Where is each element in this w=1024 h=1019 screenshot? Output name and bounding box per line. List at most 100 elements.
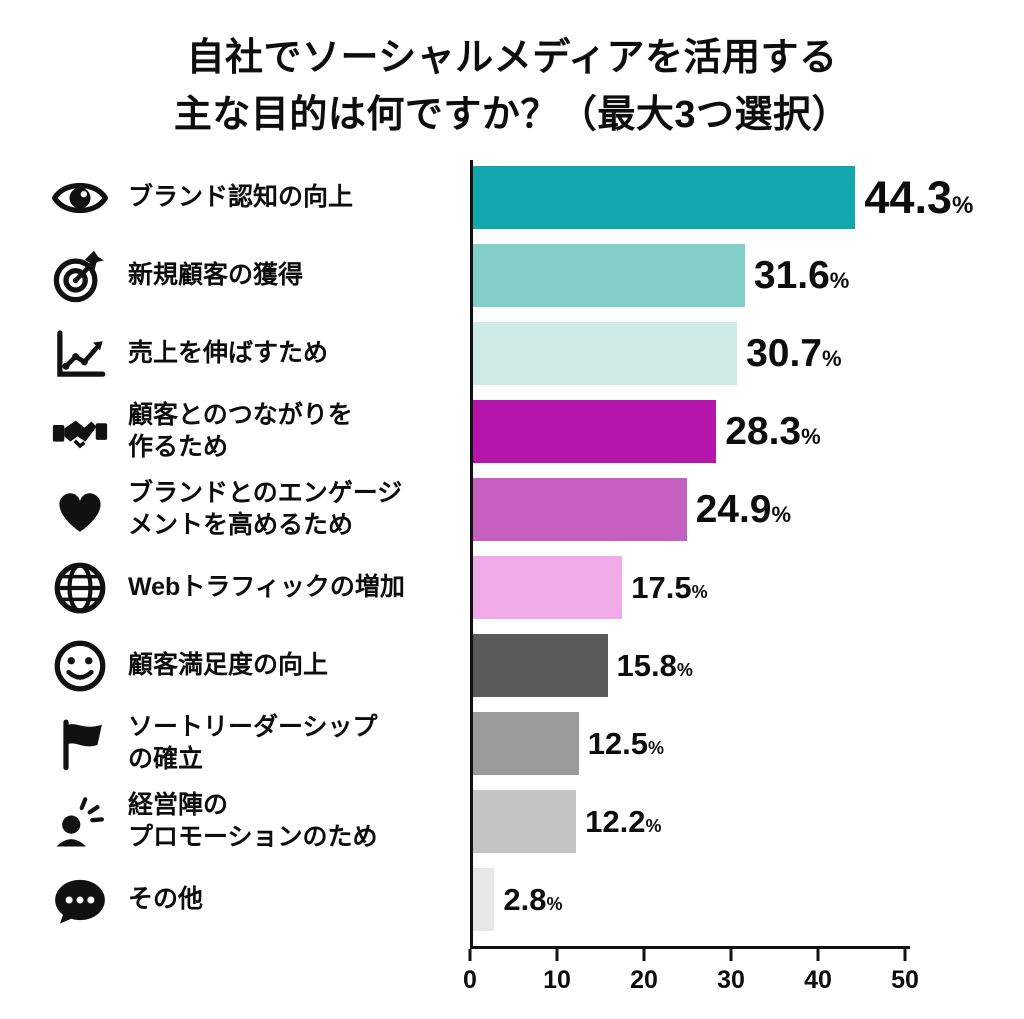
bar [470, 556, 623, 619]
bar [470, 478, 687, 541]
axis-tick-label: 0 [463, 966, 477, 994]
bar-track: 28.3% [470, 400, 1024, 463]
axis-tick-label: 40 [804, 966, 832, 994]
value-number: 17.5 [631, 570, 692, 605]
chart-row: 顧客とのつながりを 作るため 28.3% [0, 400, 1024, 463]
bar [470, 166, 856, 229]
chart-row: ブランドとのエンゲージ メントを高めるため 24.9% [0, 478, 1024, 541]
row-label: Webトラフィックの増加 [128, 572, 470, 603]
y-axis-line [470, 160, 473, 949]
growth-chart-icon [48, 326, 112, 382]
chart-row: 新規顧客の獲得 31.6% [0, 244, 1024, 307]
value-label: 31.6% [754, 256, 849, 295]
value-number: 15.8 [616, 648, 677, 683]
chart-rows: ブランド認知の向上 44.3% 新規顧客の獲得 31.6% 売上を伸ばすため 30.7% 顧… [0, 166, 1024, 931]
value-label: 28.3% [725, 412, 820, 451]
value-label: 30.7% [746, 334, 841, 373]
row-label-line: メントを高めるため [128, 510, 354, 539]
chart-row: その他 2.8% [0, 868, 1024, 931]
row-label-line: 顧客満足度の向上 [128, 650, 329, 679]
row-label: ソートリーダーシップ の確立 [128, 712, 470, 775]
bar-track: 17.5% [470, 556, 1024, 619]
axis-tick [468, 949, 472, 961]
speech-bubble-icon [48, 872, 112, 928]
row-label: 新規顧客の獲得 [128, 260, 470, 291]
row-label: 売上を伸ばすため [128, 338, 470, 369]
axis-tick-label: 50 [891, 966, 919, 994]
value-number: 28.3 [725, 410, 802, 453]
chart-row: 売上を伸ばすため 30.7% [0, 322, 1024, 385]
page-title-line2: 主な目的は何ですか？（最大3つ選択） [173, 94, 851, 136]
axis-tick-label: 20 [630, 966, 658, 994]
value-number: 12.5 [587, 726, 649, 761]
value-unit: % [648, 738, 665, 758]
value-number: 24.9 [695, 488, 772, 531]
value-number: 30.7 [746, 332, 822, 375]
value-unit: % [546, 894, 563, 914]
bar-track: 44.3% [470, 166, 1024, 229]
bar [470, 634, 608, 697]
bar-track: 30.7% [470, 322, 1024, 385]
row-label-line: プロモーションのため [128, 822, 378, 851]
globe-icon [48, 560, 112, 616]
value-unit: % [829, 268, 850, 293]
value-unit: % [822, 346, 842, 371]
value-label: 17.5% [631, 572, 707, 603]
page-title: 自社でソーシャルメディアを活用する 主な目的は何ですか？（最大3つ選択） [0, 0, 1024, 144]
value-number: 31.6 [753, 254, 830, 297]
row-label: その他 [128, 884, 470, 915]
value-label: 2.8% [503, 884, 562, 915]
value-unit: % [676, 660, 693, 680]
row-label-line: ブランド認知の向上 [128, 182, 354, 211]
bar-track: 24.9% [470, 478, 1024, 541]
chart-row: Webトラフィックの増加 17.5% [0, 556, 1024, 619]
chart-row: 顧客満足度の向上 15.8% [0, 634, 1024, 697]
value-label: 12.5% [588, 728, 664, 759]
row-label: ブランドとのエンゲージ メントを高めるため [128, 478, 470, 541]
axis-tick-label: 10 [543, 966, 571, 994]
row-label-line: Webトラフィックの増加 [128, 572, 405, 601]
bar [470, 868, 495, 931]
bar-track: 2.8% [470, 868, 1024, 931]
bar-track: 31.6% [470, 244, 1024, 307]
row-label-line: ソートリーダーシップ [128, 713, 378, 742]
row-label: ブランド認知の向上 [128, 182, 470, 213]
axis-tick [729, 949, 733, 961]
value-label: 24.9% [696, 490, 791, 529]
value-label: 15.8% [617, 650, 693, 681]
row-label: 経営陣の プロモーションのため [128, 790, 470, 853]
bar [470, 790, 577, 853]
bar-track: 12.5% [470, 712, 1024, 775]
chart-row: ブランド認知の向上 44.3% [0, 166, 1024, 229]
bar-track: 15.8% [470, 634, 1024, 697]
page-title-line1: 自社でソーシャルメディアを活用する [186, 37, 838, 79]
axis-tick [555, 949, 559, 961]
heart-icon [48, 482, 112, 538]
value-number: 44.3 [864, 172, 952, 223]
bar-track: 12.2% [470, 790, 1024, 853]
row-label: 顧客満足度の向上 [128, 650, 470, 681]
axis-tick [816, 949, 820, 961]
value-label: 44.3% [864, 175, 973, 220]
row-label-line: ブランドとのエンゲージ [128, 479, 403, 508]
flag-icon [48, 716, 112, 772]
axis-tick-label: 30 [717, 966, 745, 994]
row-label-line: 売上を伸ばすため [128, 338, 329, 367]
row-label-line: の確立 [128, 744, 204, 773]
value-unit: % [951, 192, 974, 219]
row-label-line: 新規顧客の獲得 [128, 260, 304, 289]
handshake-icon [48, 404, 112, 460]
bar [470, 400, 717, 463]
eye-icon [48, 170, 112, 226]
bar-chart: ブランド認知の向上 44.3% 新規顧客の獲得 31.6% 売上を伸ばすため 30.7% 顧… [0, 160, 1024, 1006]
value-number: 12.2 [585, 804, 646, 839]
target-icon [48, 248, 112, 304]
row-label-line: 経営陣の [128, 791, 229, 820]
axis-tick [642, 949, 646, 961]
value-unit: % [771, 502, 792, 527]
row-label-line: 作るため [128, 432, 229, 461]
bar [470, 322, 738, 385]
row-label-line: 顧客とのつながりを [128, 401, 353, 430]
row-label-line: その他 [128, 884, 204, 913]
